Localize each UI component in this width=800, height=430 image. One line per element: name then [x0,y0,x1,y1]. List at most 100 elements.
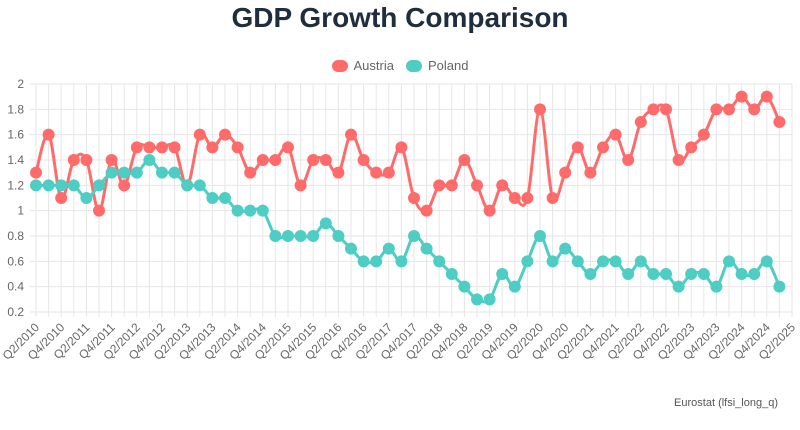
data-point-austria [282,141,294,154]
y-tick-label: 1.6 [7,128,24,142]
data-point-austria [710,103,723,116]
data-point-poland [294,230,307,242]
data-point-austria [660,103,672,116]
data-point-poland [206,192,219,204]
data-point-poland [672,280,685,293]
data-point-poland [584,268,597,280]
data-point-poland [609,255,622,268]
data-point-austria [231,141,244,154]
data-point-poland [156,166,168,179]
data-point-poland [143,154,156,166]
data-point-poland [597,255,609,268]
data-point-poland [80,192,93,204]
data-point-austria [748,103,761,116]
legend: Austria Poland [0,58,800,73]
data-point-poland [55,179,68,192]
data-point-austria [445,179,458,192]
data-point-austria [546,192,559,204]
data-point-austria [42,128,55,141]
data-point-austria [244,166,257,179]
data-point-austria [597,141,609,154]
data-point-poland [634,255,647,268]
data-point-poland [773,280,786,293]
data-point-poland [647,268,660,280]
data-point-poland [710,280,723,293]
data-point-austria [143,141,156,154]
data-point-austria [496,179,509,192]
y-tick-label: 0.6 [7,254,24,268]
data-point-poland [433,255,446,268]
data-point-austria [370,166,383,179]
source-note: Eurostat (lfsi_long_q) [674,397,778,409]
data-point-austria [118,179,131,192]
data-point-poland [105,166,118,179]
y-tick-label: 1.4 [7,153,24,167]
data-point-austria [458,154,471,166]
data-point-austria [408,192,420,204]
data-point-austria [571,141,584,154]
data-point-poland [496,268,509,280]
data-point-poland [332,230,345,242]
data-point-poland [660,268,672,280]
data-point-poland [408,230,420,242]
data-point-austria [105,154,118,166]
data-point-poland [748,268,761,280]
data-point-poland [559,242,572,255]
data-point-austria [584,166,597,179]
data-point-austria [723,103,735,116]
data-point-austria [332,166,345,179]
data-point-austria [256,154,269,166]
data-point-poland [168,166,181,179]
data-point-poland [445,268,458,280]
y-tick-label: 1.8 [7,102,24,116]
data-point-poland [67,179,80,192]
legend-item-poland[interactable]: Poland [405,58,468,73]
data-point-poland [319,217,332,230]
data-point-austria [471,179,483,192]
y-tick-label: 0.8 [7,229,24,243]
data-point-austria [294,179,307,192]
data-point-austria [508,192,521,204]
legend-swatch-austria [331,59,348,72]
data-point-poland [118,166,131,179]
data-point-austria [269,154,282,166]
data-point-austria [319,154,332,166]
data-point-austria [685,141,698,154]
data-point-poland [256,204,269,217]
data-point-austria [483,204,496,217]
data-point-poland [345,242,357,255]
data-point-austria [30,166,42,179]
data-point-poland [458,280,471,293]
data-point-austria [168,141,181,154]
data-point-austria [55,192,68,204]
data-point-austria [307,154,320,166]
data-point-austria [93,204,105,217]
y-tick-label: 0.2 [7,305,24,319]
data-point-austria [345,128,357,141]
data-point-austria [219,128,231,141]
data-point-austria [521,192,534,204]
data-point-poland [483,293,496,306]
data-point-poland [244,204,257,217]
data-point-austria [773,116,786,128]
data-point-austria [735,90,748,103]
data-point-austria [156,141,168,154]
legend-label-austria: Austria [353,58,394,73]
series-line-poland [35,158,781,304]
data-point-poland [42,179,55,192]
y-tick-label: 1.2 [7,178,24,192]
data-point-austria [609,128,622,141]
data-point-poland [307,230,320,242]
data-point-austria [622,154,635,166]
legend-item-austria[interactable]: Austria [331,58,394,73]
data-point-poland [382,242,395,255]
data-point-austria [80,154,93,166]
data-point-poland [697,268,710,280]
legend-swatch-poland [405,59,422,72]
data-point-austria [697,128,710,141]
data-point-poland [93,179,105,192]
data-point-austria [193,128,206,141]
data-point-austria [357,154,370,166]
data-point-poland [571,255,584,268]
